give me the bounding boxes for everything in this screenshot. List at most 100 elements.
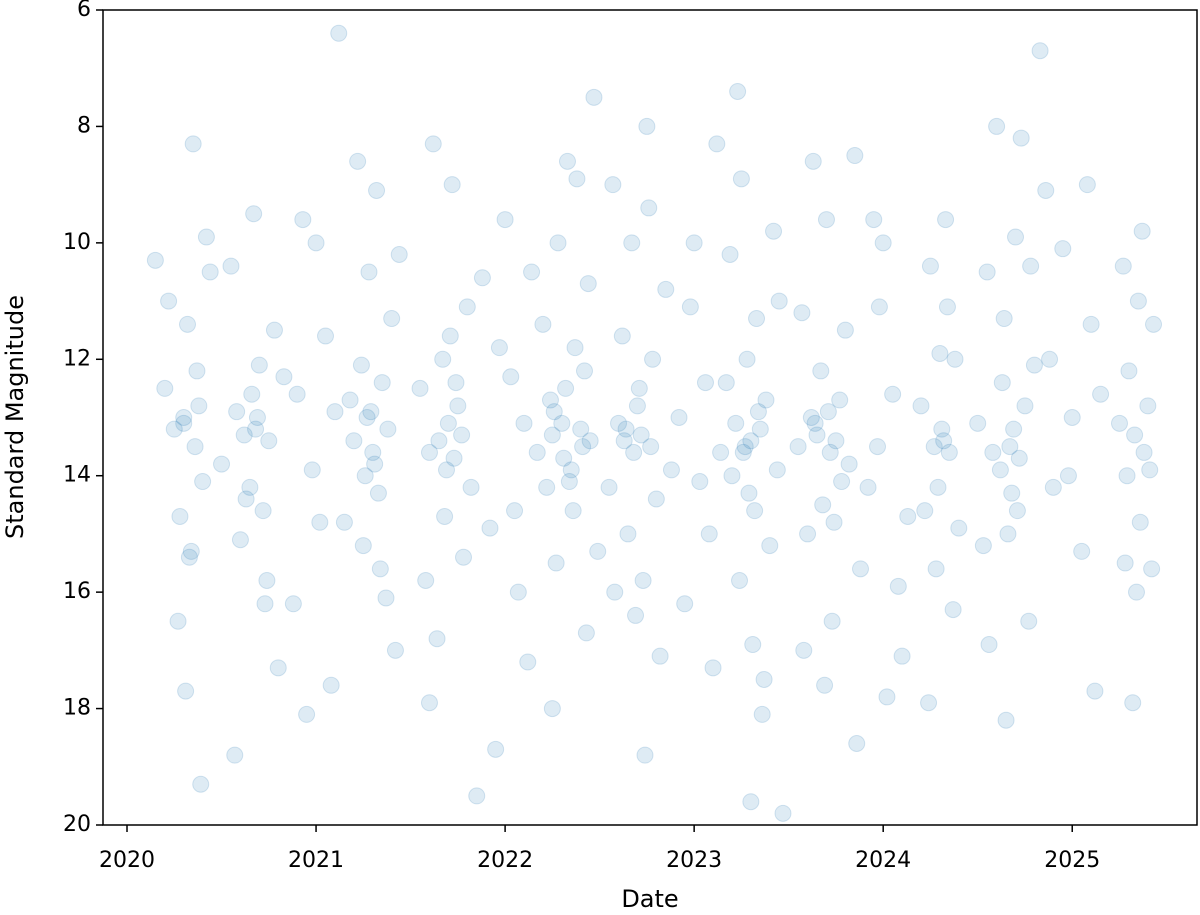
point — [657, 280, 675, 298]
point — [581, 432, 599, 450]
point — [179, 315, 197, 333]
point — [974, 537, 992, 555]
point — [940, 443, 958, 461]
point — [445, 449, 463, 467]
point — [585, 88, 603, 106]
y-tick-label: 12 — [63, 346, 91, 371]
point — [808, 426, 826, 444]
point — [437, 461, 455, 479]
point — [619, 525, 637, 543]
point — [377, 589, 395, 607]
point — [188, 362, 206, 380]
point — [579, 275, 597, 293]
point — [165, 420, 183, 438]
point — [746, 502, 764, 520]
point — [685, 234, 703, 252]
point — [506, 502, 524, 520]
point — [950, 519, 968, 537]
point — [774, 804, 792, 822]
point — [455, 548, 473, 566]
point — [640, 199, 658, 217]
point — [617, 420, 635, 438]
point — [995, 310, 1013, 328]
point — [816, 676, 834, 694]
point — [799, 525, 817, 543]
point — [177, 682, 195, 700]
point — [742, 793, 760, 811]
point — [638, 117, 656, 135]
point — [275, 368, 293, 386]
y-tick-label: 6 — [77, 0, 91, 22]
point — [1128, 583, 1146, 601]
y-tick-label: 20 — [63, 812, 91, 837]
point — [330, 24, 348, 42]
point — [852, 560, 870, 578]
point — [1005, 420, 1023, 438]
point — [528, 443, 546, 461]
point — [568, 170, 586, 188]
point — [870, 298, 888, 316]
point — [734, 443, 752, 461]
point — [628, 397, 646, 415]
point — [823, 612, 841, 630]
point — [632, 426, 650, 444]
point — [717, 374, 735, 392]
point — [1078, 176, 1096, 194]
point — [436, 507, 454, 525]
point — [681, 298, 699, 316]
point — [831, 391, 849, 409]
point — [589, 542, 607, 560]
point — [748, 310, 766, 328]
point — [793, 304, 811, 322]
point — [349, 152, 367, 170]
point — [186, 438, 204, 456]
point — [636, 746, 654, 764]
point — [991, 461, 1009, 479]
point — [175, 414, 193, 432]
point — [889, 577, 907, 595]
point — [642, 438, 660, 456]
point — [988, 117, 1006, 135]
point — [1126, 426, 1144, 444]
point — [1073, 542, 1091, 560]
point — [420, 694, 438, 712]
point — [1141, 461, 1159, 479]
point — [256, 595, 274, 613]
point — [1001, 438, 1019, 456]
point — [662, 461, 680, 479]
point — [549, 234, 567, 252]
point — [1022, 257, 1040, 275]
point — [884, 385, 902, 403]
point — [755, 670, 773, 688]
point — [812, 362, 830, 380]
point — [676, 595, 694, 613]
point — [575, 362, 593, 380]
point — [916, 502, 934, 520]
point — [836, 321, 854, 339]
y-tick-label: 16 — [63, 579, 91, 604]
point — [670, 409, 688, 426]
point — [258, 572, 276, 589]
point — [615, 432, 633, 450]
point — [978, 263, 996, 281]
point — [712, 443, 730, 461]
x-tick-label: 2022 — [477, 848, 533, 873]
point — [840, 455, 858, 473]
point — [1012, 129, 1030, 147]
point — [352, 356, 370, 374]
point — [846, 147, 864, 165]
point — [1092, 385, 1110, 403]
point — [613, 327, 631, 345]
point — [430, 432, 448, 450]
point — [1082, 315, 1100, 333]
point — [768, 461, 786, 479]
point — [241, 478, 259, 496]
point — [553, 414, 571, 432]
point — [1145, 315, 1163, 333]
point — [572, 420, 590, 438]
point — [160, 292, 178, 310]
point — [819, 403, 837, 421]
point — [523, 263, 541, 281]
point — [1116, 554, 1134, 572]
point — [921, 257, 939, 275]
